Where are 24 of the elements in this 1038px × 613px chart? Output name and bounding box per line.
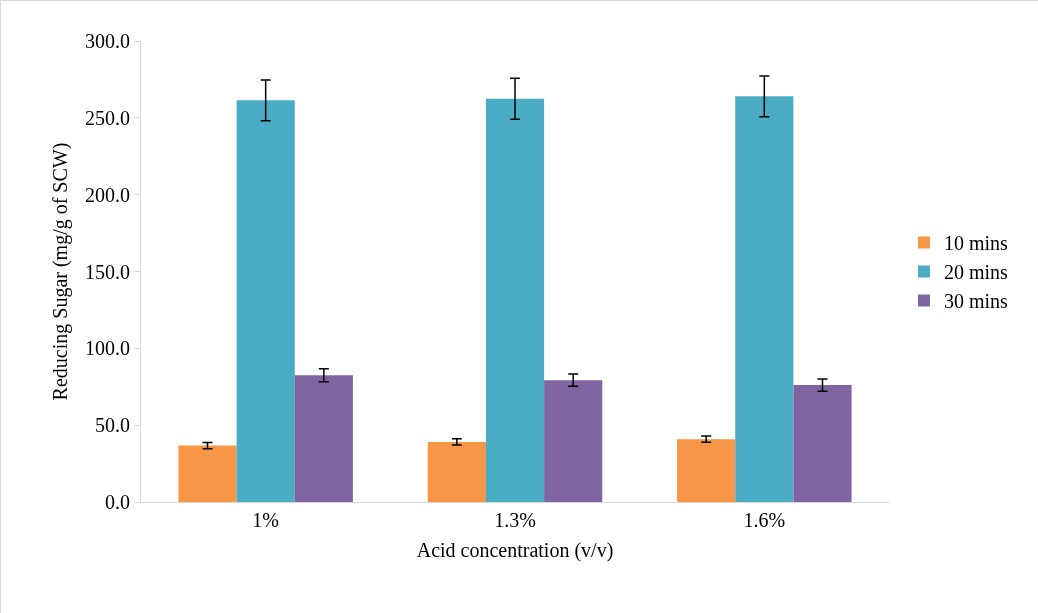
legend-label: 30 mins <box>943 290 1009 313</box>
legend-label: 20 mins <box>943 261 1009 284</box>
y-tick-label: 0.0 <box>105 491 130 513</box>
y-tick-label: 100.0 <box>85 337 130 360</box>
bar <box>427 441 486 502</box>
legend-label: 10 mins <box>943 232 1009 255</box>
x-axis-title: Acid concentration (v/v) <box>416 538 614 562</box>
y-tick-label: 50.0 <box>95 414 130 437</box>
y-axis-title: Reducing Sugar (mg/g of SCW) <box>48 142 72 401</box>
bar <box>677 439 736 502</box>
bar <box>294 375 353 502</box>
y-tick-label: 300.0 <box>85 30 130 52</box>
bar <box>793 385 852 502</box>
y-tick-label: 200.0 <box>85 183 130 206</box>
bar <box>544 380 603 502</box>
bar <box>735 96 794 502</box>
bar <box>178 445 237 502</box>
bar <box>236 100 295 502</box>
x-tick-label: 1.3% <box>494 509 536 531</box>
bar <box>485 98 545 502</box>
x-tick-label: 1.6% <box>743 509 786 531</box>
x-tick-label: 1% <box>252 509 280 531</box>
y-tick-label: 150.0 <box>85 260 130 283</box>
y-tick-label: 250.0 <box>85 106 130 129</box>
